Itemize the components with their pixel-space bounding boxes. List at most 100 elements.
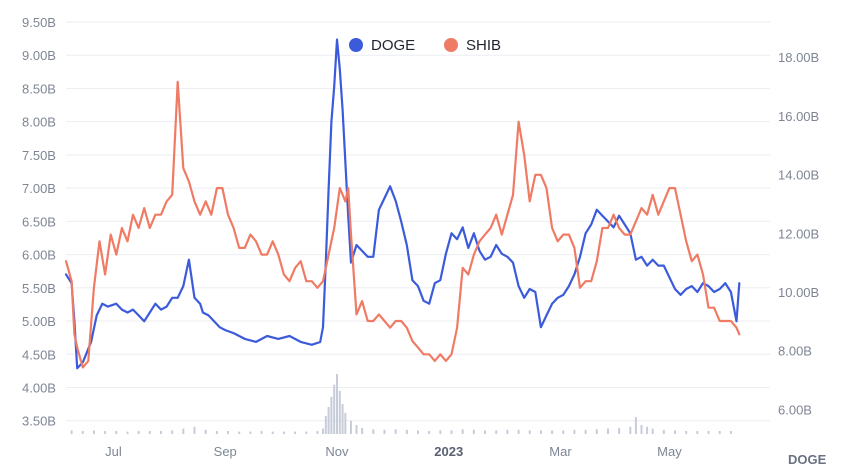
legend-item-doge[interactable]: DOGE	[349, 37, 415, 54]
volume-bar	[324, 416, 327, 434]
volume-bar	[341, 404, 344, 434]
volume-bar	[215, 431, 218, 434]
x-axis-ticks: Jul Sep Nov 2023 Mar May	[105, 444, 682, 459]
right-tick-label: 10.00B	[778, 285, 819, 300]
right-tick-label: 14.00B	[778, 168, 819, 183]
x-tick-label: 2023	[434, 444, 463, 459]
left-tick-label: 7.00B	[22, 181, 56, 196]
volume-bar	[249, 431, 252, 434]
volume-bar	[646, 426, 649, 434]
volume-bar	[182, 428, 185, 434]
legend-item-shib[interactable]: SHIB	[444, 37, 501, 54]
volume-bar	[662, 429, 665, 434]
volume-bars	[70, 374, 732, 434]
volume-bar	[361, 428, 364, 434]
volume-bar	[316, 431, 319, 434]
volume-bar	[126, 431, 129, 434]
volume-bar	[148, 431, 151, 434]
series-line-doge	[64, 38, 741, 370]
volume-bar	[338, 390, 341, 434]
volume-bar	[355, 425, 358, 434]
volume-bar	[115, 431, 118, 434]
x-tick-label: Jul	[105, 444, 122, 459]
series-lines	[64, 38, 741, 370]
left-tick-label: 3.50B	[22, 414, 56, 429]
volume-bar	[472, 429, 475, 434]
volume-bar	[70, 430, 73, 434]
volume-bar	[193, 426, 196, 434]
volume-bar	[330, 396, 333, 434]
volume-bar	[335, 374, 338, 434]
volume-bar	[729, 431, 732, 434]
right-axis-ticks: 6.00B 8.00B 10.00B 12.00B 14.00B 16.00B 18.00B	[778, 50, 819, 417]
volume-bar	[696, 431, 699, 434]
volume-bar	[461, 429, 464, 434]
volume-bar	[394, 429, 397, 434]
volume-bar	[517, 429, 520, 434]
volume-bar	[439, 430, 442, 434]
volume-bar	[484, 430, 487, 434]
volume-bar	[674, 430, 677, 434]
volume-bar	[294, 431, 297, 434]
volume-bar	[204, 429, 207, 434]
volume-bar	[417, 430, 419, 434]
right-tick-label: 18.00B	[778, 50, 819, 65]
volume-bar	[707, 431, 710, 434]
left-tick-label: 4.50B	[22, 347, 56, 362]
volume-bar	[651, 428, 654, 434]
volume-bar	[634, 417, 637, 434]
volume-bar	[322, 428, 325, 434]
left-axis-ticks: 3.50B 4.00B 4.50B 5.00B 5.50B 6.00B 6.50B 7.00B…	[22, 15, 56, 429]
volume-bar	[92, 430, 95, 434]
volume-bar	[528, 430, 531, 434]
left-tick-label: 6.50B	[22, 214, 56, 229]
volume-bar	[171, 430, 174, 434]
volume-bar	[618, 428, 621, 434]
volume-bar	[562, 430, 565, 434]
volume-bar	[383, 429, 386, 434]
volume-bar	[238, 431, 241, 434]
volume-bar	[551, 430, 554, 434]
volume-bar	[595, 429, 598, 434]
right-tick-label: 16.00B	[778, 109, 819, 124]
volume-bar	[539, 430, 542, 434]
x-tick-label: Sep	[214, 444, 237, 459]
right-axis-name: DOGE	[788, 452, 827, 467]
series-line-shib	[64, 80, 741, 369]
volume-bar	[137, 431, 140, 434]
volume-bar	[685, 431, 688, 434]
volume-bar	[227, 431, 230, 434]
volume-bar	[573, 429, 576, 434]
volume-bar	[282, 431, 285, 434]
volume-bar	[506, 429, 509, 434]
volume-bar	[629, 426, 632, 434]
right-tick-label: 12.00B	[778, 226, 819, 241]
volume-bar	[333, 384, 336, 434]
volume-bar	[81, 431, 84, 434]
volume-bar	[344, 413, 347, 434]
x-tick-label: Mar	[549, 444, 572, 459]
volume-bar	[327, 407, 330, 434]
volume-bar	[159, 431, 162, 434]
left-tick-label: 8.00B	[22, 115, 56, 130]
volume-bar	[428, 431, 431, 434]
left-tick-label: 5.00B	[22, 314, 56, 329]
legend-doge-marker	[349, 38, 363, 52]
legend-doge-label: DOGE	[371, 37, 415, 54]
volume-bar	[584, 429, 587, 434]
left-tick-label: 6.00B	[22, 248, 56, 263]
legend-shib-marker	[444, 38, 458, 52]
left-tick-label: 4.00B	[22, 380, 56, 395]
volume-bar	[271, 431, 274, 434]
volume-bar	[606, 428, 609, 434]
volume-bar	[372, 429, 375, 434]
legend: DOGE SHIB	[349, 37, 501, 54]
volume-bar	[718, 431, 721, 434]
volume-bar	[104, 431, 107, 434]
volume-bar	[405, 429, 408, 434]
left-tick-label: 9.00B	[22, 48, 56, 63]
volume-bar	[260, 431, 263, 434]
volume-bar	[450, 430, 453, 434]
volume-bar	[640, 425, 643, 434]
